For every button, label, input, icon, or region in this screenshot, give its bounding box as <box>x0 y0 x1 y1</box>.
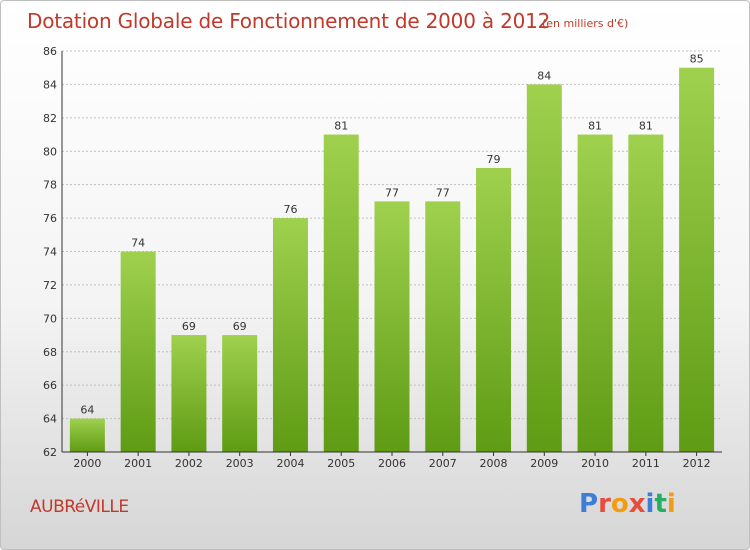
y-tick-label: 78 <box>43 179 57 192</box>
y-tick-label: 84 <box>43 78 57 91</box>
bar-value-label: 76 <box>283 203 297 216</box>
bar <box>628 134 664 452</box>
bar <box>120 251 156 452</box>
bar-value-label: 69 <box>182 320 196 333</box>
bar-value-label: 74 <box>131 237 145 250</box>
x-tick-label: 2009 <box>530 457 558 470</box>
x-tick-label: 2002 <box>175 457 203 470</box>
y-tick-label: 76 <box>43 212 57 225</box>
bar <box>171 335 207 452</box>
bar <box>476 167 512 453</box>
y-tick-label: 70 <box>43 312 57 325</box>
y-tick-label: 86 <box>43 45 57 58</box>
x-tick-label: 2000 <box>73 457 101 470</box>
y-tick-label: 62 <box>43 446 57 459</box>
bar-value-label: 81 <box>334 120 348 133</box>
y-tick-label: 74 <box>43 246 57 259</box>
bar-value-label: 64 <box>80 404 94 417</box>
brand-letter: i <box>645 489 655 519</box>
bar <box>526 84 562 453</box>
bar <box>222 335 258 452</box>
x-tick-label: 2012 <box>683 457 711 470</box>
x-tick-label: 2003 <box>226 457 254 470</box>
brand-letter: o <box>610 489 629 519</box>
bar-value-label: 81 <box>588 120 602 133</box>
x-tick-label: 2011 <box>632 457 660 470</box>
brand-letter: x <box>628 489 646 519</box>
x-tick-label: 2007 <box>429 457 457 470</box>
bar-value-label: 77 <box>436 186 450 199</box>
brand-letter: P <box>579 489 599 519</box>
bar-value-label: 79 <box>487 153 501 166</box>
x-tick-label: 2006 <box>378 457 406 470</box>
axes: 62 64 66 68 70 72 74 76 78 80 82 84 86 2000 2001 2002 20… <box>43 45 722 470</box>
bar-value-label: 69 <box>233 320 247 333</box>
y-tick-label: 68 <box>43 346 57 359</box>
chart-title: Dotation Globale de Fonctionnement de 20… <box>27 9 551 33</box>
brand-logo: Proxiti <box>579 489 676 519</box>
bar-value-label: 77 <box>385 186 399 199</box>
bars: 64 74 69 69 76 81 77 77 79 84 81 81 85 <box>69 53 715 453</box>
y-tick-label: 64 <box>43 413 57 426</box>
bar <box>323 134 359 452</box>
x-tick-label: 2010 <box>581 457 609 470</box>
x-tick-label: 2001 <box>124 457 152 470</box>
y-tick-label: 80 <box>43 145 57 158</box>
bar-value-label: 81 <box>639 120 653 133</box>
brand-letter: r <box>598 489 611 519</box>
chart-unit: (en milliers d'€) <box>542 17 629 30</box>
bar <box>374 201 410 452</box>
bar <box>679 67 715 452</box>
x-tick-label: 2004 <box>276 457 304 470</box>
y-tick-label: 66 <box>43 379 57 392</box>
y-tick-label: 82 <box>43 112 57 125</box>
commune-name: AUBRéVILLE <box>30 497 129 517</box>
bar <box>577 134 613 452</box>
x-tick-label: 2005 <box>327 457 355 470</box>
bar-value-label: 85 <box>690 53 704 66</box>
brand-letter: t <box>654 489 667 519</box>
bar <box>272 218 308 452</box>
brand-letter: i <box>666 489 676 519</box>
bar <box>425 201 461 452</box>
x-tick-label: 2008 <box>480 457 508 470</box>
bar <box>69 418 105 452</box>
bar-value-label: 84 <box>537 69 551 82</box>
y-tick-label: 72 <box>43 279 57 292</box>
